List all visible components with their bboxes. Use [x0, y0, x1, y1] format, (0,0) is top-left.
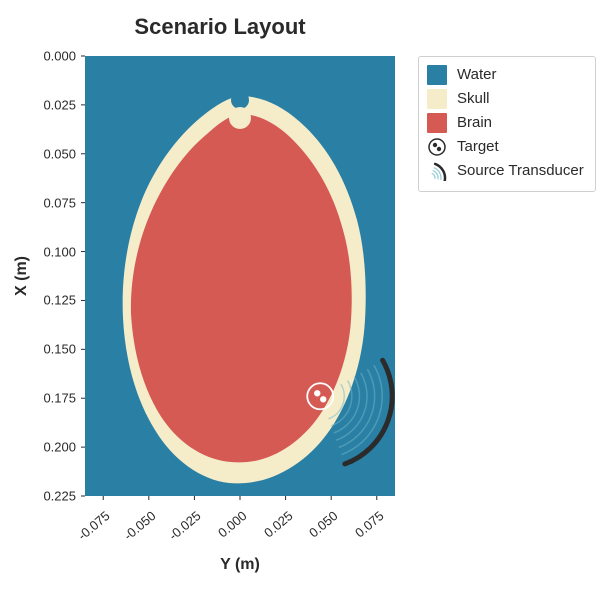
brain-notch — [229, 107, 251, 129]
x-tick-label: -0.075 — [75, 508, 113, 543]
legend-label: Skull — [457, 90, 490, 107]
figure: Scenario Layout X (m) 0.000 0.025 0.050 0.0… — [0, 0, 616, 593]
x-tick-label: -0.025 — [166, 508, 204, 543]
legend-label: Source Transducer — [457, 162, 584, 179]
x-axis-ticks: -0.075-0.050-0.0250.0000.0250.0500.075 — [85, 500, 395, 554]
legend-item: Skull — [427, 87, 587, 111]
x-tick-label: 0.075 — [352, 508, 387, 540]
plot-area — [85, 56, 395, 496]
y-tick-label: 0.225 — [32, 489, 76, 504]
y-tick-label: 0.075 — [32, 195, 76, 210]
y-tick-label: 0.175 — [32, 391, 76, 406]
chart-title: Scenario Layout — [0, 14, 440, 40]
legend-label: Brain — [457, 114, 492, 131]
x-tick-label: 0.000 — [215, 508, 250, 540]
legend-item: Source Transducer — [427, 159, 587, 183]
legend-item: Brain — [427, 111, 587, 135]
transducer-icon — [427, 161, 447, 181]
legend: Water Skull Brain Target Source Transducer — [418, 56, 596, 192]
y-axis-ticks: 0.0000.0250.0500.0750.1000.1250.1500.175… — [32, 56, 80, 496]
y-tick-label: 0.150 — [32, 342, 76, 357]
y-tick-label: 0.050 — [32, 146, 76, 161]
x-tick-label: -0.050 — [121, 508, 159, 543]
skull-notch — [231, 91, 249, 109]
y-axis-label: X (m) — [12, 56, 32, 496]
target-icon — [427, 137, 447, 157]
y-tick-label: 0.100 — [32, 244, 76, 259]
legend-item: Target — [427, 135, 587, 159]
y-tick-label: 0.125 — [32, 293, 76, 308]
legend-item: Water — [427, 63, 587, 87]
legend-label: Target — [457, 138, 499, 155]
x-tick-label: 0.025 — [261, 508, 296, 540]
legend-swatch — [427, 65, 447, 85]
legend-swatch — [427, 113, 447, 133]
plot-svg — [85, 56, 395, 496]
y-tick-label: 0.025 — [32, 97, 76, 112]
y-tick-label: 0.000 — [32, 49, 76, 64]
y-tick-label: 0.200 — [32, 440, 76, 455]
x-axis-label: Y (m) — [85, 556, 395, 574]
legend-label: Water — [457, 66, 496, 83]
legend-swatch — [427, 89, 447, 109]
x-tick-label: 0.050 — [306, 508, 341, 540]
